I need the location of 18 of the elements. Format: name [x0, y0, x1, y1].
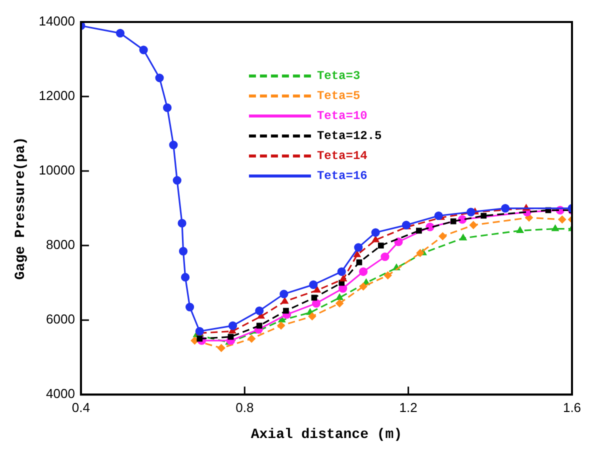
text: Teta=14	[316, 149, 368, 164]
text: Teta=16	[316, 169, 368, 184]
y-tick-label: 8000	[46, 237, 75, 252]
text: Teta=12.5	[316, 129, 382, 144]
y-tick-label: 4000	[46, 386, 75, 402]
y-tick-label: 6000	[46, 312, 75, 327]
x-tick-label: 0.4	[72, 400, 90, 415]
y-axis-title: Gage Pressure(pa)	[12, 136, 29, 280]
x-tick-label: 1.6	[562, 400, 582, 415]
x-tick-label: 0.8	[236, 400, 254, 415]
y-tick-label: 14000	[38, 14, 75, 29]
y-tick-label: 10000	[38, 162, 75, 178]
y-tick-label: 12000	[38, 88, 75, 104]
x-axis-title: Axial distance (m)	[250, 427, 402, 444]
text: Teta=10	[316, 109, 368, 124]
text: Teta=5	[316, 89, 360, 104]
x-tick-label: 1.2	[399, 400, 418, 415]
text: Teta=3	[316, 69, 360, 84]
